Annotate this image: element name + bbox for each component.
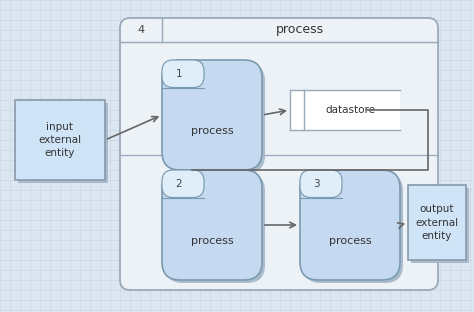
Text: output
external
entity: output external entity bbox=[415, 204, 458, 241]
Bar bbox=[411, 188, 469, 263]
Bar bbox=[290, 90, 400, 130]
FancyBboxPatch shape bbox=[165, 63, 265, 173]
FancyBboxPatch shape bbox=[162, 60, 204, 87]
Text: process: process bbox=[191, 126, 233, 137]
Text: process: process bbox=[328, 236, 371, 246]
FancyBboxPatch shape bbox=[300, 170, 342, 197]
FancyBboxPatch shape bbox=[162, 60, 262, 170]
Text: 2: 2 bbox=[175, 179, 182, 189]
FancyBboxPatch shape bbox=[300, 170, 400, 280]
Text: 3: 3 bbox=[313, 179, 320, 189]
FancyBboxPatch shape bbox=[303, 173, 403, 283]
Bar bbox=[408, 185, 466, 260]
FancyBboxPatch shape bbox=[162, 170, 204, 197]
Text: 4: 4 bbox=[137, 25, 145, 35]
Text: process: process bbox=[276, 23, 324, 37]
FancyBboxPatch shape bbox=[165, 173, 265, 283]
Text: datastore: datastore bbox=[326, 105, 375, 115]
Text: input
external
entity: input external entity bbox=[38, 122, 82, 158]
Bar bbox=[18, 103, 108, 183]
FancyBboxPatch shape bbox=[120, 18, 438, 290]
Text: 1: 1 bbox=[175, 69, 182, 79]
Text: process: process bbox=[191, 236, 233, 246]
Bar bbox=[15, 100, 105, 180]
FancyBboxPatch shape bbox=[162, 170, 262, 280]
